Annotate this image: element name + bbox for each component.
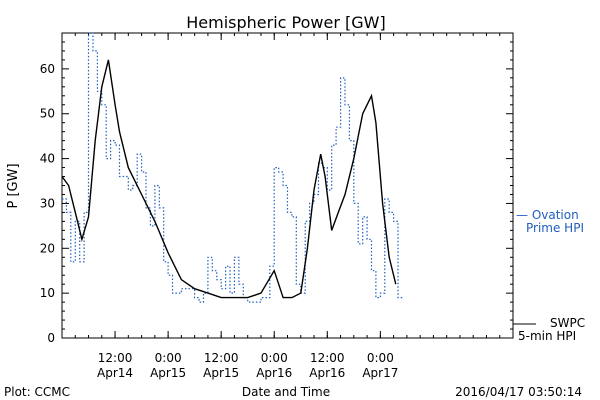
series-line-ovation-prime: [62, 32, 403, 303]
x-axis-ticks: 12:00Apr140:00Apr1512:00Apr150:00Apr1612…: [74, 33, 501, 380]
y-axis-label: P [GW]: [6, 163, 21, 208]
plot-frame: [61, 32, 514, 339]
series-line-swpc: [61, 59, 397, 299]
x-tick-label-date: Apr15: [150, 366, 186, 380]
x-tick-label-date: Apr16: [309, 366, 345, 380]
plot-timestamp: 2016/04/17 03:50:14: [455, 385, 582, 399]
legend-ovation-line2: Prime HPI: [526, 221, 584, 235]
legend-swpc-line1: SWPC: [550, 316, 585, 330]
x-tick-label-date: Apr14: [97, 366, 133, 380]
legend-swpc: SWPC 5-min HPI: [513, 316, 585, 343]
legend-ovation: — Ovation Prime HPI: [516, 208, 584, 235]
x-tick-label-date: Apr16: [256, 366, 292, 380]
x-tick-label-time: 12:00: [204, 351, 239, 365]
legend-ovation-line1: — Ovation: [516, 208, 579, 222]
y-tick-label: 40: [40, 152, 55, 166]
legend-swpc-line2: 5-min HPI: [518, 329, 576, 343]
y-axis-ticks: 0 10 20 30 40 50 60: [40, 41, 513, 345]
x-tick-label-time: 0:00: [155, 351, 182, 365]
x-axis-label: Date and Time: [242, 385, 330, 399]
x-tick-label-date: Apr15: [203, 366, 239, 380]
x-tick-label-date: Apr17: [362, 366, 398, 380]
y-tick-label: 20: [40, 241, 55, 255]
y-tick-label: 60: [40, 62, 55, 76]
chart-title: Hemispheric Power [GW]: [186, 13, 385, 32]
y-tick-label: 50: [40, 107, 55, 121]
plot-credit: Plot: CCMC: [4, 385, 70, 399]
y-tick-label: 30: [40, 196, 55, 210]
y-tick-label: 10: [40, 286, 55, 300]
x-tick-label-time: 12:00: [310, 351, 345, 365]
y-tick-label: 0: [47, 331, 55, 345]
svg-text:P [GW]: P [GW]: [6, 163, 21, 208]
x-tick-label-time: 0:00: [261, 351, 288, 365]
x-tick-label-time: 0:00: [367, 351, 394, 365]
x-tick-label-time: 12:00: [98, 351, 133, 365]
